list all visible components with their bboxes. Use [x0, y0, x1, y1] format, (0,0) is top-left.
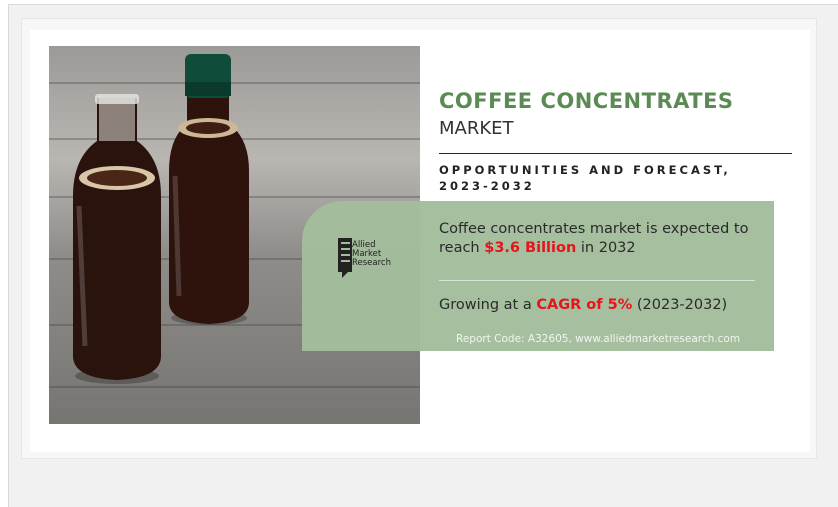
forecast-label: OPPORTUNITIES AND FORECAST, 2023-2032 [439, 163, 731, 193]
logo-line-allied: Allied [352, 240, 376, 250]
cagr-suffix: (2023-2032) [632, 297, 728, 313]
wood-plank-line [49, 386, 420, 388]
wood-plank-line [49, 82, 420, 84]
logo-line-market: Market [352, 249, 382, 259]
report-code: Report Code: A32605, www.alliedmarketres… [456, 333, 741, 345]
cagr-value: CAGR of 5% [536, 297, 633, 313]
cagr-statement: Growing at a CAGR of 5% (2023-2032) [439, 297, 769, 313]
market-size-statement: Coffee concentrates market is expected t… [439, 220, 769, 258]
page-title: COFFEE CONCENTRATES [439, 89, 734, 113]
market-size-suffix: in 2032 [576, 240, 636, 256]
title-divider [439, 153, 792, 154]
market-size-value: $3.6 Billion [484, 240, 577, 256]
allied-market-research-logo [338, 238, 352, 278]
info-panel [302, 201, 774, 351]
bottles-illustration [73, 54, 249, 384]
logo-wordmark: Allied Market Research [352, 241, 391, 268]
right-bottle [169, 54, 249, 325]
wood-plank-line [49, 324, 420, 326]
panel-divider [439, 280, 755, 281]
cagr-prefix: Growing at a [439, 297, 537, 313]
left-bottle [73, 94, 161, 384]
logo-line-research: Research [352, 258, 391, 268]
market-size-prefix: Coffee concentrates market is expected t… [439, 221, 749, 256]
page-subtitle: MARKET [439, 118, 514, 139]
